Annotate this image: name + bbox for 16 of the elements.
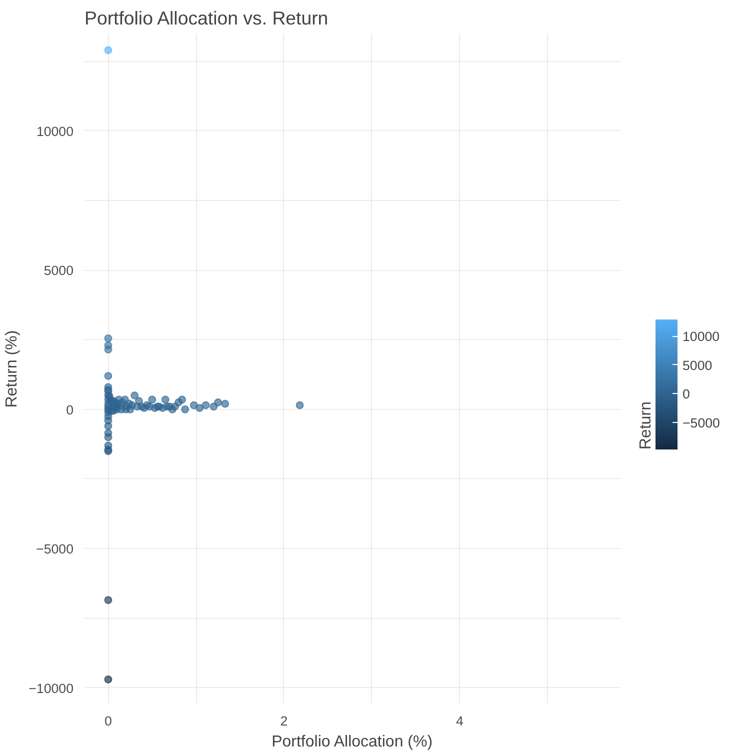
- x-tick-label: 2: [280, 714, 288, 728]
- x-tick-label: 0: [104, 714, 112, 728]
- x-tick-label: 4: [456, 714, 464, 728]
- color-bar-label: 0: [682, 386, 690, 402]
- y-tick-label: −5000: [36, 542, 74, 557]
- y-tick-label: 0: [66, 402, 74, 418]
- y-tick-label: 10000: [36, 124, 74, 139]
- y-tick-label: −10000: [28, 680, 74, 696]
- chart-title: Portfolio Allocation vs. Return: [84, 8, 328, 28]
- color-bar-label: 10000: [682, 329, 720, 344]
- color-bar-label: 5000: [682, 358, 712, 373]
- y-axis-title: Return (%): [4, 330, 21, 408]
- color-bar-title: Return: [638, 401, 654, 450]
- x-axis-title: Portfolio Allocation (%): [272, 734, 433, 750]
- y-tick-label: 5000: [44, 263, 74, 278]
- color-bar-label: −5000: [682, 415, 720, 430]
